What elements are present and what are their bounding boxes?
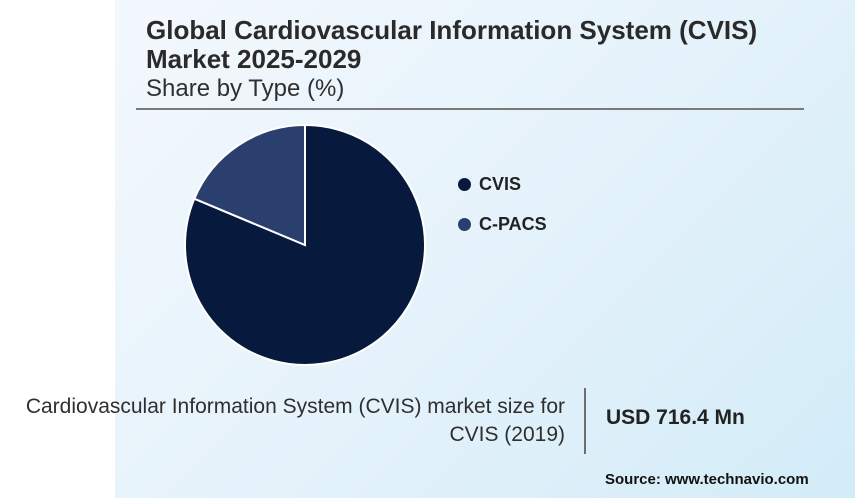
legend-item-c-pacs: C-PACS — [458, 212, 547, 236]
title-divider — [136, 108, 804, 110]
chart-subtitle: Share by Type (%) — [146, 75, 345, 102]
value-divider — [584, 388, 586, 454]
legend-item-cvis: CVIS — [458, 172, 547, 196]
chart-title: Global Cardiovascular Information System… — [146, 15, 758, 74]
chart-legend: CVIS C-PACS — [458, 172, 547, 252]
legend-label-cvis: CVIS — [479, 173, 522, 194]
pie-chart — [184, 123, 426, 366]
legend-label-c-pacs: C-PACS — [479, 213, 547, 234]
market-size-label: Cardiovascular Information System (CVIS)… — [25, 395, 565, 446]
market-size-value: USD 716.4 Mn — [606, 406, 745, 429]
legend-swatch-cvis — [458, 177, 471, 191]
source-note: Source: www.technavio.com — [605, 471, 809, 488]
legend-swatch-c-pacs — [458, 217, 471, 231]
pie-slice-c-pacs — [192, 123, 306, 247]
